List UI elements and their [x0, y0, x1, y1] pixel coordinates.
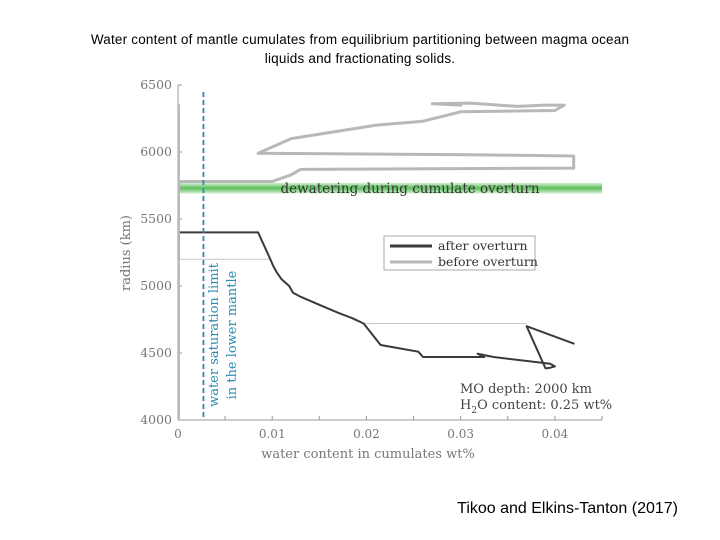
x-tick-label: 0.03 — [447, 427, 474, 441]
y-tick-label: 5000 — [140, 278, 172, 293]
series-line-after-overturn — [177, 231, 575, 370]
y-tick-label: 6500 — [140, 77, 172, 92]
dewatering-band-label: dewatering during cumulate overturn — [280, 181, 539, 197]
y-axis-label: radius (km) — [119, 215, 134, 291]
x-axis-label: water content in cumulates wt% — [261, 447, 475, 462]
y-tick-label: 6000 — [140, 144, 172, 159]
legend-label-before: before overturn — [438, 254, 538, 269]
citation: Tikoo and Elkins-Tanton (2017) — [457, 500, 678, 517]
legend-box — [383, 235, 536, 271]
x-tick-label: 0 — [174, 427, 182, 441]
legend-label-after: after overturn — [438, 238, 528, 253]
saturation-label-line-2: in the lower mantle — [225, 270, 240, 399]
slide-title: Water content of mantle cumulates from e… — [0, 30, 720, 68]
series-line-before-overturn — [177, 101, 576, 194]
x-tick-label: 0.02 — [353, 427, 380, 441]
slide-title-line-1: Water content of mantle cumulates from e… — [90, 32, 630, 47]
y-tick-label: 4000 — [140, 412, 172, 427]
annotation-water: H2O content: 0.25 wt% — [460, 398, 612, 416]
slide-title-line-2: liquids and fractionating solids. — [264, 51, 456, 66]
x-tick-label: 0.01 — [259, 427, 286, 441]
y-tick-label: 5500 — [140, 211, 172, 226]
dewatering-band — [178, 182, 602, 194]
saturation-label-line-1: water saturation limit — [207, 262, 222, 407]
annotation-depth: MO depth: 2000 km — [460, 382, 592, 397]
x-tick-label: 0.04 — [542, 427, 569, 441]
y-tick-label: 4500 — [140, 345, 172, 360]
